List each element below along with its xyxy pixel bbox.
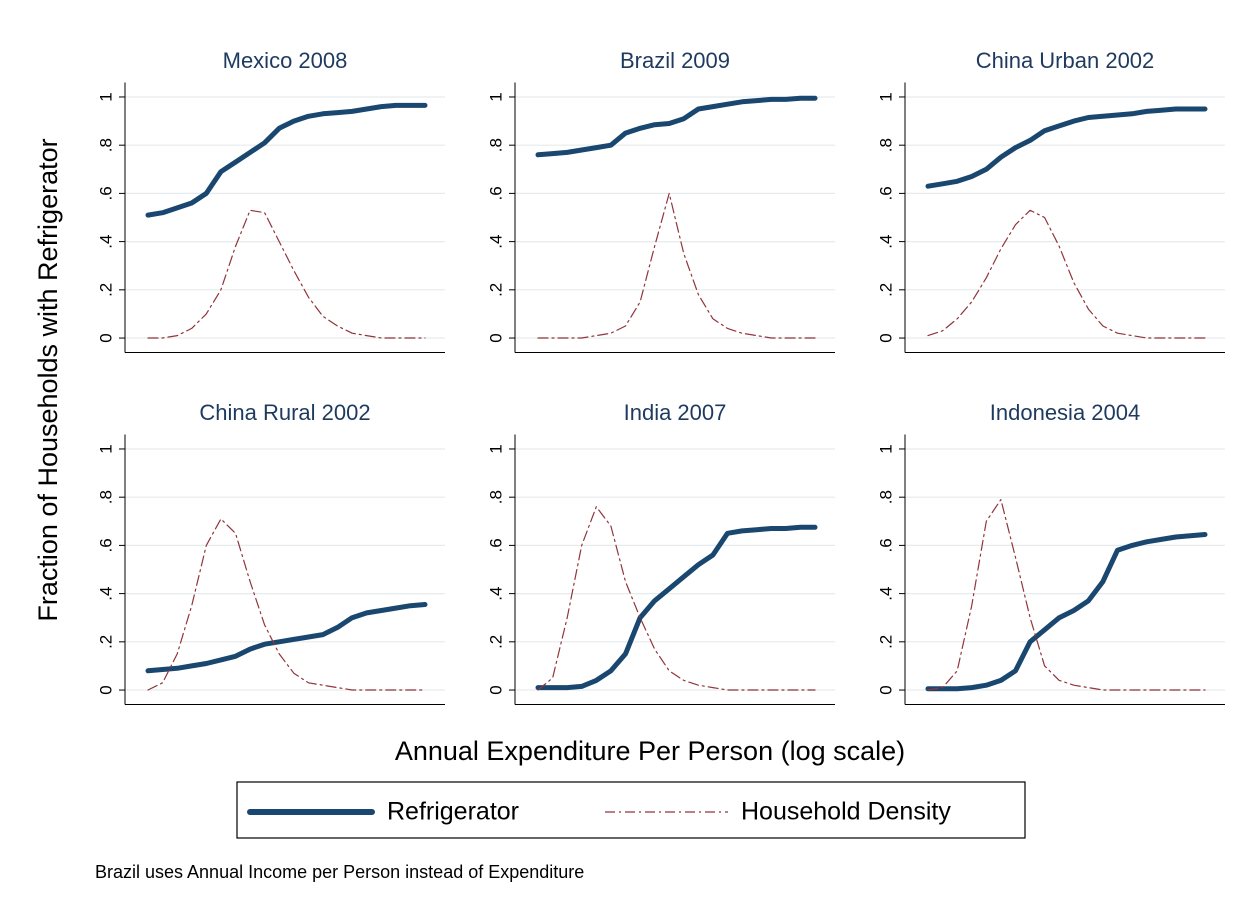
density-line	[927, 209, 1206, 339]
y-tick-label: .4	[486, 587, 505, 601]
y-tick-label: .8	[876, 138, 895, 152]
y-tick-label: 0	[96, 333, 115, 342]
y-tick-label: .2	[486, 635, 505, 649]
density-line	[927, 499, 1206, 691]
y-tick-label: .4	[96, 587, 115, 601]
y-tick-label: .2	[96, 283, 115, 297]
y-tick-label: .8	[96, 138, 115, 152]
y-tick-label: .8	[486, 138, 505, 152]
y-tick-label: 1	[486, 444, 505, 453]
refrigerator-line	[925, 532, 1208, 692]
plot-area	[125, 434, 445, 705]
y-tick-label: 1	[486, 92, 505, 101]
y-tick-label: 0	[486, 333, 505, 342]
note: Brazil uses Annual Income per Person ins…	[95, 862, 584, 882]
panel-title: Indonesia 2004	[990, 400, 1140, 425]
panel-title: Brazil 2009	[620, 48, 730, 73]
refrigerator-line	[145, 102, 428, 218]
legend-label: Refrigerator	[387, 798, 519, 826]
y-tick-label: 0	[96, 685, 115, 694]
refrigerator-line	[145, 602, 428, 674]
y-tick-label: 0	[876, 685, 895, 694]
refrigerator-line	[535, 524, 818, 691]
y-tick-label: .2	[876, 283, 895, 297]
y-tick-label: .6	[96, 538, 115, 552]
y-tick-label: .4	[486, 235, 505, 249]
y-tick-label: .6	[876, 186, 895, 200]
y-tick-label: 1	[96, 92, 115, 101]
y-tick-label: .8	[96, 490, 115, 504]
y-tick-label: 1	[96, 444, 115, 453]
density-line	[537, 192, 816, 339]
density-line	[537, 506, 816, 691]
y-tick-label: .6	[486, 186, 505, 200]
y-tick-label: .2	[486, 283, 505, 297]
y-axis-label: Fraction of Households with Refrigerator	[33, 138, 63, 621]
y-tick-label: 1	[876, 444, 895, 453]
panel-title: China Rural 2002	[199, 400, 370, 425]
panel-title: India 2007	[624, 400, 727, 425]
y-tick-label: .2	[876, 635, 895, 649]
y-tick-label: .6	[486, 538, 505, 552]
plot-area	[515, 434, 835, 705]
y-tick-label: .6	[876, 538, 895, 552]
density-line	[147, 209, 426, 339]
panel-title: Mexico 2008	[223, 48, 348, 73]
x-axis-label: Annual Expenditure Per Person (log scale…	[395, 736, 905, 766]
y-tick-label: 0	[486, 685, 505, 694]
y-tick-label: .4	[876, 587, 895, 601]
y-tick-label: .4	[96, 235, 115, 249]
refrigerator-line	[535, 95, 818, 158]
y-tick-label: .8	[876, 490, 895, 504]
legend-label: Household Density	[741, 798, 951, 826]
density-line	[147, 518, 426, 691]
y-tick-label: .8	[486, 490, 505, 504]
plot-area	[905, 82, 1225, 353]
y-tick-label: 0	[876, 333, 895, 342]
y-tick-label: .6	[96, 186, 115, 200]
refrigerator-line	[925, 106, 1208, 189]
plot-area	[905, 434, 1225, 705]
panel-title: China Urban 2002	[976, 48, 1155, 73]
y-tick-label: 1	[876, 92, 895, 101]
y-tick-label: .4	[876, 235, 895, 249]
y-tick-label: .2	[96, 635, 115, 649]
